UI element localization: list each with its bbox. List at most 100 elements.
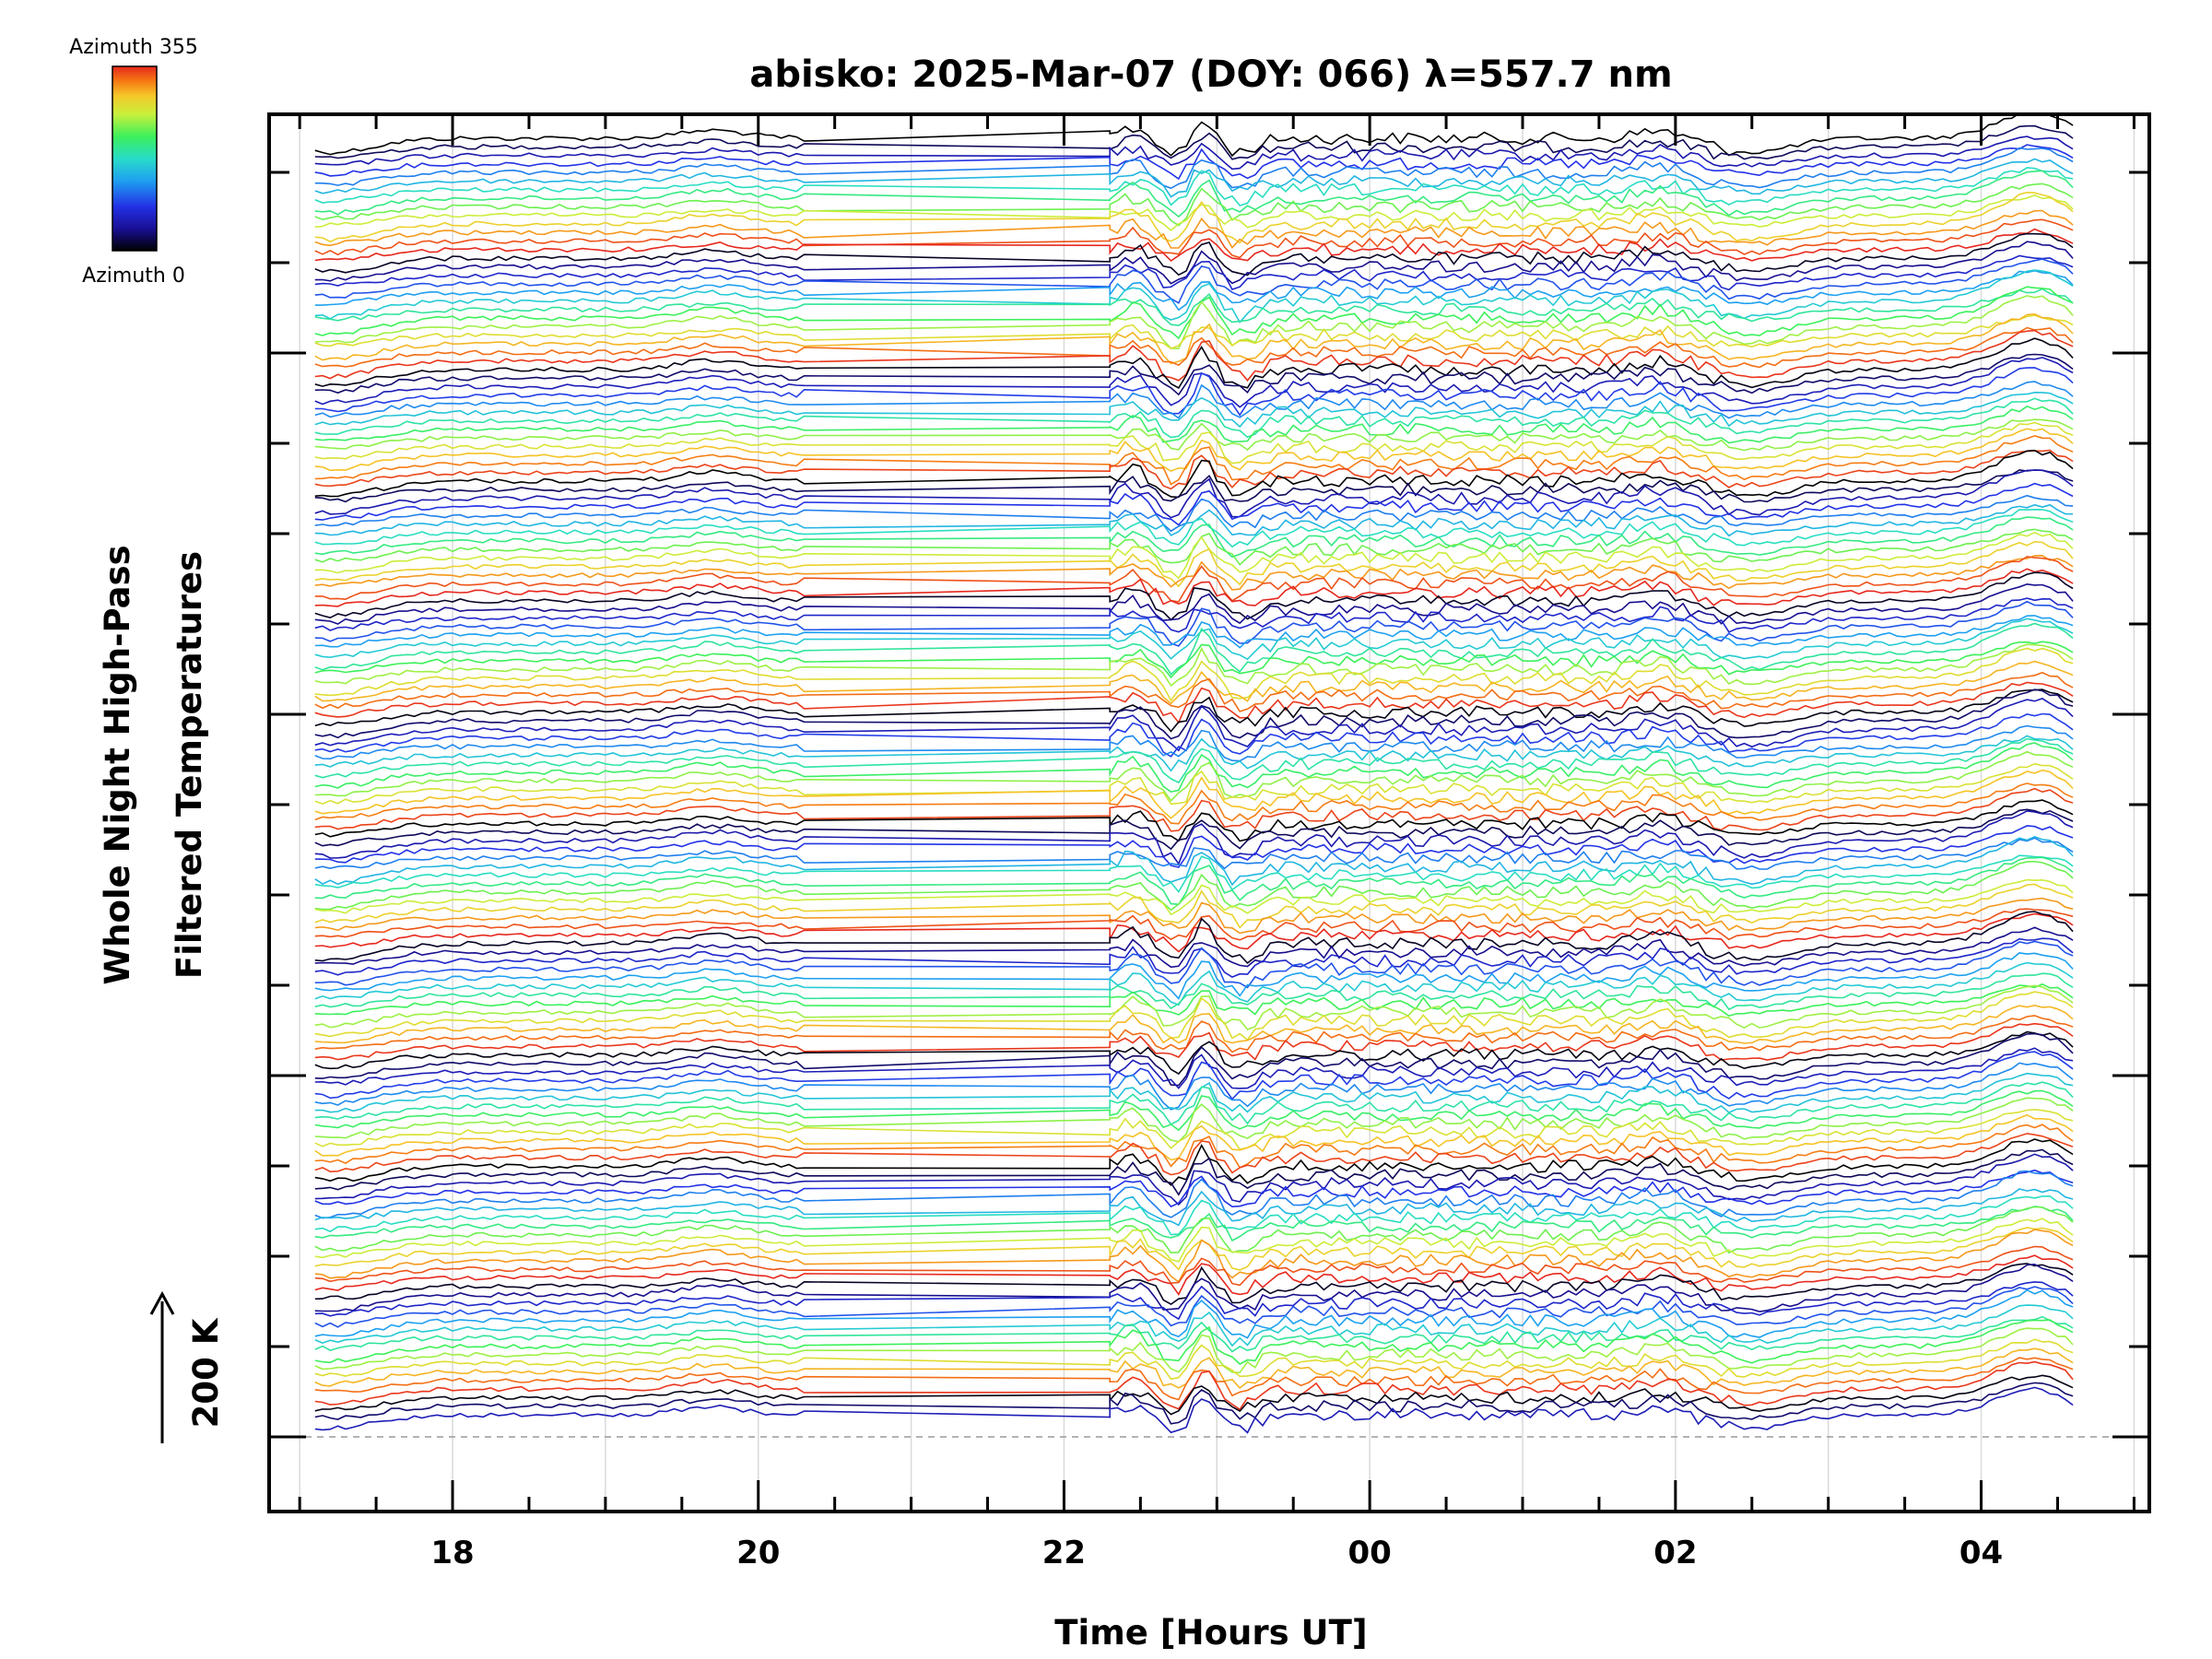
series-line	[314, 531, 2074, 580]
series-line	[314, 288, 2074, 327]
series-line	[314, 554, 2074, 591]
series-line	[314, 114, 2074, 158]
series-line	[314, 1015, 2074, 1053]
series-line	[314, 1315, 2074, 1353]
scale-bar-label: 200 K	[186, 1317, 226, 1428]
series-line	[314, 937, 2074, 978]
series-line	[314, 571, 2074, 621]
series-line	[314, 972, 2074, 1011]
series-line	[314, 860, 2074, 912]
series-line	[314, 135, 2074, 171]
series-line	[314, 482, 2074, 526]
y-axis-label-line2: Filtered Temperatures	[170, 551, 209, 979]
series-line	[314, 1047, 2074, 1089]
series-line	[314, 908, 2074, 941]
series-line	[314, 218, 2074, 259]
x-tick-label: 02	[1653, 1535, 1697, 1571]
series-line	[314, 1072, 2074, 1114]
series-line	[314, 1170, 2074, 1219]
x-tick-label: 22	[1042, 1535, 1086, 1571]
series-line	[314, 1148, 2074, 1196]
series-line	[314, 712, 2074, 758]
chart-title: abisko: 2025-Mar-07 (DOY: 066) λ=557.7 n…	[749, 53, 1672, 96]
series-line	[314, 329, 2074, 382]
series-line	[314, 1245, 2074, 1287]
series-line	[314, 897, 2074, 935]
series-line	[314, 1386, 2074, 1434]
series-line	[314, 182, 2074, 227]
series-line	[314, 622, 2074, 676]
series-line	[314, 357, 2074, 408]
series-line	[314, 232, 2074, 276]
series-line	[314, 269, 2074, 312]
series-line	[314, 312, 2074, 365]
series-line	[314, 428, 2074, 472]
series-line	[314, 854, 2074, 893]
series-line	[314, 337, 2074, 389]
series-line	[314, 782, 2074, 825]
series-line	[314, 742, 2074, 794]
colorbar-max-label: Azimuth 355	[69, 36, 198, 59]
x-tick-label: 20	[736, 1535, 780, 1571]
series-line	[314, 940, 2074, 989]
series-line	[314, 1286, 2074, 1328]
series-line	[314, 582, 2074, 625]
series-line	[314, 1133, 2074, 1176]
series-line	[314, 191, 2074, 244]
series-line	[314, 124, 2074, 160]
series-line	[314, 984, 2074, 1030]
series-line	[314, 269, 2074, 324]
series-line	[314, 1138, 2074, 1186]
series-line	[314, 1109, 2074, 1151]
series-line	[314, 600, 2074, 647]
scale-arrowhead	[149, 1290, 175, 1315]
series-line	[314, 418, 2074, 452]
series-line	[314, 681, 2074, 724]
series-line	[314, 1374, 2074, 1416]
series-line	[314, 286, 2074, 340]
series-line	[314, 381, 2074, 419]
series-line	[314, 258, 2074, 304]
x-tick-label: 04	[1959, 1535, 2003, 1571]
series-line	[314, 228, 2074, 263]
series-line	[314, 878, 2074, 916]
series-line	[314, 503, 2074, 537]
series-line	[314, 314, 2074, 349]
series-line	[314, 1051, 2074, 1100]
series-line	[314, 1360, 2074, 1411]
series-line	[314, 1288, 2074, 1339]
series-line	[314, 1347, 2074, 1389]
series-line	[314, 688, 2074, 733]
series-line	[314, 353, 2074, 396]
plot-frame	[267, 112, 2151, 1513]
series-line	[314, 144, 2074, 181]
series-line	[314, 391, 2074, 429]
series-line	[314, 540, 2074, 588]
x-tick-label: 18	[430, 1535, 474, 1571]
series-line	[314, 1206, 2074, 1254]
series-line	[314, 326, 2074, 369]
series-line	[314, 808, 2074, 851]
series-line	[314, 1281, 2074, 1321]
series-line	[314, 698, 2074, 752]
series-line	[314, 494, 2074, 533]
series-line	[314, 1263, 2074, 1306]
series-line	[314, 241, 2074, 285]
series-line	[314, 434, 2074, 486]
series-line	[314, 1030, 2074, 1076]
series-line	[314, 295, 2074, 350]
series-line	[314, 1188, 2074, 1227]
series-line	[314, 1327, 2074, 1374]
series-line	[314, 926, 2074, 969]
series-line	[314, 643, 2074, 688]
series-line	[314, 1227, 2074, 1271]
series-line	[314, 167, 2074, 207]
series-line	[314, 618, 2074, 661]
series-line	[314, 516, 2074, 559]
series-line	[314, 912, 2074, 953]
series-line	[314, 825, 2074, 868]
series-line	[314, 1382, 2074, 1425]
series-line	[314, 836, 2074, 887]
series-line	[314, 1357, 2074, 1401]
